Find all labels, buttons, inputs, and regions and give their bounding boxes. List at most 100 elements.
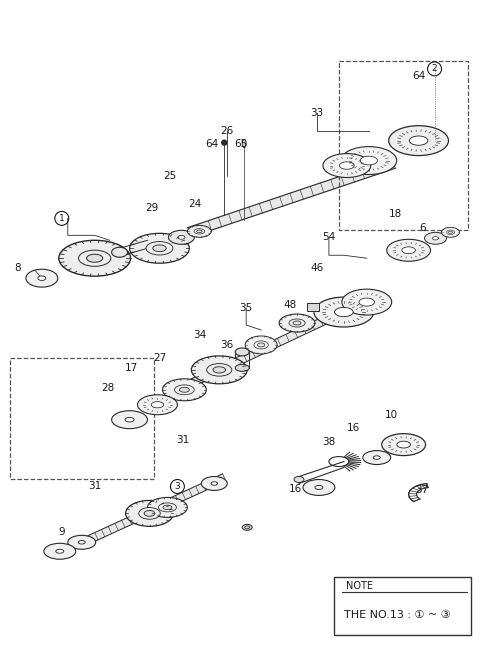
Ellipse shape	[339, 162, 354, 169]
Text: 2: 2	[432, 64, 437, 73]
Text: 28: 28	[101, 383, 114, 393]
Ellipse shape	[130, 233, 190, 263]
Ellipse shape	[44, 543, 76, 559]
Text: 8: 8	[14, 263, 21, 273]
Ellipse shape	[258, 343, 264, 347]
Text: 35: 35	[240, 303, 253, 313]
Polygon shape	[188, 159, 395, 237]
Text: 26: 26	[221, 126, 234, 136]
Ellipse shape	[168, 231, 194, 244]
Text: 3: 3	[175, 482, 180, 491]
Ellipse shape	[397, 441, 410, 448]
Text: 10: 10	[385, 410, 398, 420]
Ellipse shape	[294, 476, 304, 483]
Ellipse shape	[279, 314, 315, 332]
Ellipse shape	[425, 233, 446, 244]
Ellipse shape	[126, 500, 173, 527]
Ellipse shape	[26, 269, 58, 287]
Text: 24: 24	[189, 199, 202, 210]
Text: 25: 25	[163, 170, 176, 181]
Text: 16: 16	[288, 485, 301, 495]
Ellipse shape	[78, 540, 85, 544]
Text: THE NO.13 : ① ~ ③: THE NO.13 : ① ~ ③	[344, 610, 451, 620]
Ellipse shape	[207, 364, 232, 376]
Ellipse shape	[56, 550, 64, 553]
Ellipse shape	[194, 229, 204, 234]
Ellipse shape	[254, 341, 268, 349]
Polygon shape	[88, 474, 226, 543]
FancyBboxPatch shape	[307, 303, 319, 311]
Ellipse shape	[112, 411, 147, 428]
Ellipse shape	[442, 227, 459, 237]
Text: 31: 31	[88, 481, 101, 491]
Text: 6: 6	[419, 223, 426, 233]
Ellipse shape	[245, 526, 250, 529]
Ellipse shape	[211, 481, 217, 485]
Text: 34: 34	[192, 330, 206, 340]
Ellipse shape	[147, 497, 187, 517]
Text: 18: 18	[389, 210, 402, 219]
Ellipse shape	[158, 503, 177, 512]
Text: 65: 65	[235, 139, 248, 149]
Ellipse shape	[162, 379, 206, 401]
Ellipse shape	[235, 364, 249, 371]
Ellipse shape	[373, 456, 380, 459]
Ellipse shape	[178, 235, 185, 239]
Ellipse shape	[402, 247, 415, 253]
Ellipse shape	[342, 289, 392, 315]
Text: 64: 64	[205, 139, 219, 149]
Ellipse shape	[360, 157, 377, 165]
Text: 37: 37	[415, 485, 428, 495]
Ellipse shape	[389, 126, 448, 156]
Ellipse shape	[197, 230, 202, 233]
Ellipse shape	[146, 242, 173, 255]
Ellipse shape	[151, 402, 164, 408]
Ellipse shape	[335, 307, 353, 316]
Text: 17: 17	[125, 363, 138, 373]
Ellipse shape	[139, 508, 160, 519]
Ellipse shape	[180, 387, 189, 392]
Text: 27: 27	[153, 353, 166, 363]
Ellipse shape	[144, 510, 155, 516]
Ellipse shape	[315, 485, 323, 489]
Text: 9: 9	[59, 527, 65, 537]
Ellipse shape	[138, 395, 178, 415]
Ellipse shape	[293, 321, 301, 325]
Text: NOTE: NOTE	[346, 581, 373, 591]
Ellipse shape	[432, 236, 439, 240]
Ellipse shape	[448, 231, 453, 233]
Ellipse shape	[38, 276, 46, 280]
Ellipse shape	[125, 417, 134, 422]
Ellipse shape	[175, 385, 194, 395]
Ellipse shape	[68, 535, 96, 550]
Ellipse shape	[382, 434, 426, 456]
Ellipse shape	[163, 505, 172, 510]
Ellipse shape	[153, 245, 166, 252]
Ellipse shape	[387, 239, 431, 261]
Ellipse shape	[192, 356, 247, 384]
Ellipse shape	[289, 319, 305, 327]
Ellipse shape	[446, 230, 455, 234]
Text: 33: 33	[310, 107, 324, 118]
Polygon shape	[176, 307, 348, 394]
Text: 29: 29	[145, 204, 158, 214]
Text: 46: 46	[310, 263, 324, 273]
Ellipse shape	[303, 479, 335, 495]
Ellipse shape	[359, 298, 374, 306]
Ellipse shape	[409, 136, 428, 145]
Ellipse shape	[79, 250, 111, 267]
Text: 38: 38	[322, 437, 336, 447]
Ellipse shape	[341, 147, 396, 174]
Text: 16: 16	[347, 422, 360, 433]
Ellipse shape	[201, 476, 227, 491]
Text: 36: 36	[221, 340, 234, 350]
Ellipse shape	[314, 297, 374, 327]
Text: 1: 1	[59, 214, 65, 223]
Ellipse shape	[245, 336, 277, 354]
Ellipse shape	[242, 140, 246, 147]
Ellipse shape	[112, 248, 128, 257]
Ellipse shape	[86, 254, 103, 262]
Ellipse shape	[363, 451, 391, 464]
Circle shape	[222, 140, 227, 145]
Text: 54: 54	[322, 233, 336, 242]
